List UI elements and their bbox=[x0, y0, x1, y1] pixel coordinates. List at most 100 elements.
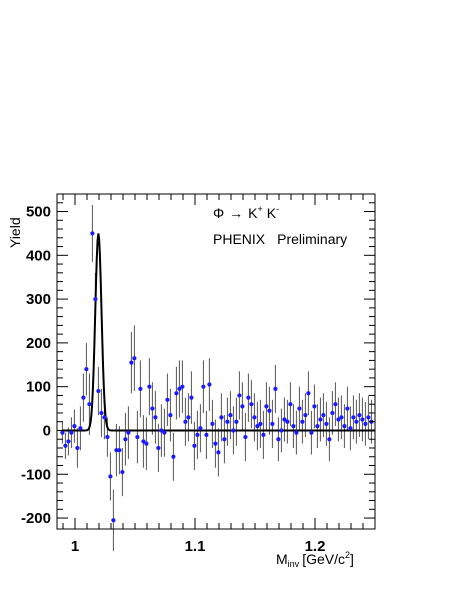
data-point bbox=[69, 430, 74, 435]
data-point bbox=[273, 386, 278, 391]
collaboration-label: PHENIX Preliminary bbox=[213, 231, 347, 247]
data-point bbox=[255, 423, 260, 429]
data-point bbox=[225, 419, 230, 424]
data-point bbox=[186, 415, 191, 420]
data-point bbox=[258, 421, 263, 427]
data-point bbox=[204, 432, 209, 437]
data-point bbox=[159, 428, 164, 433]
data-point bbox=[192, 443, 197, 448]
data-point bbox=[165, 397, 170, 402]
data-point bbox=[228, 413, 233, 418]
x-axis-title-sub: inv bbox=[288, 559, 300, 569]
data-point bbox=[252, 415, 257, 420]
x-tick-label: 1.2 bbox=[305, 538, 326, 555]
data-point bbox=[327, 437, 332, 442]
data-point bbox=[180, 384, 185, 389]
data-point bbox=[240, 404, 245, 409]
data-point bbox=[348, 426, 353, 431]
data-point bbox=[66, 439, 71, 444]
data-point bbox=[288, 402, 293, 407]
data-point bbox=[168, 413, 173, 418]
data-point bbox=[264, 404, 269, 409]
data-point bbox=[132, 356, 137, 361]
kaon-minus: K bbox=[267, 205, 277, 221]
phi-symbol: Φ bbox=[213, 205, 224, 221]
data-point bbox=[246, 395, 251, 400]
data-point bbox=[261, 432, 266, 437]
data-point bbox=[363, 421, 368, 427]
kaon-plus-sup: + bbox=[258, 204, 263, 214]
data-point bbox=[294, 430, 299, 435]
data-point bbox=[219, 415, 224, 420]
data-point bbox=[87, 402, 92, 407]
data-point bbox=[342, 423, 347, 429]
data-point bbox=[336, 417, 341, 422]
plot-frame bbox=[56, 193, 376, 530]
data-point bbox=[351, 415, 356, 420]
data-point bbox=[78, 426, 83, 431]
data-point bbox=[162, 430, 167, 435]
x-tick-label: 1.1 bbox=[185, 538, 206, 555]
axis-ticks bbox=[57, 193, 376, 529]
data-point bbox=[99, 410, 104, 416]
kaon-minus-sup: - bbox=[276, 204, 279, 214]
data-point bbox=[90, 231, 95, 236]
data-point bbox=[243, 434, 248, 440]
y-tick-label: 500 bbox=[26, 204, 51, 221]
data-point bbox=[105, 434, 110, 440]
data-point bbox=[114, 448, 119, 453]
arrow-symbol: → bbox=[229, 205, 243, 221]
data-point bbox=[174, 391, 179, 396]
data-point bbox=[291, 423, 296, 429]
data-point bbox=[156, 445, 161, 451]
data-point bbox=[231, 428, 236, 433]
preliminary-label: Preliminary bbox=[277, 231, 347, 247]
data-point bbox=[129, 360, 134, 365]
data-point bbox=[270, 421, 275, 427]
data-point bbox=[75, 445, 80, 451]
data-point bbox=[306, 391, 311, 396]
data-point bbox=[195, 432, 200, 437]
data-point bbox=[207, 382, 212, 387]
data-point bbox=[276, 437, 281, 442]
x-axis-title: Minv [GeV/c2] bbox=[276, 550, 354, 569]
x-axis-title-unit-sup: 2 bbox=[345, 550, 350, 560]
y-axis-title: Yield bbox=[7, 217, 23, 248]
data-point bbox=[300, 419, 305, 424]
fit-curve-group bbox=[62, 233, 375, 432]
x-axis-title-unit: [GeV/c bbox=[302, 551, 345, 567]
data-point bbox=[216, 450, 221, 455]
data-point bbox=[234, 419, 239, 424]
data-point bbox=[72, 423, 77, 429]
data-point bbox=[153, 415, 158, 420]
y-tick-label: 300 bbox=[26, 291, 51, 308]
data-point bbox=[63, 443, 68, 448]
data-point bbox=[324, 421, 329, 427]
data-point bbox=[318, 417, 323, 422]
data-point bbox=[237, 393, 242, 398]
data-point bbox=[138, 386, 143, 391]
data-point bbox=[183, 419, 188, 424]
data-point bbox=[126, 430, 131, 435]
data-point bbox=[366, 415, 371, 420]
fit-curve bbox=[62, 233, 375, 432]
data-point bbox=[198, 426, 203, 431]
data-point bbox=[135, 434, 140, 440]
error-bars bbox=[61, 204, 372, 551]
y-tick-label: 200 bbox=[26, 335, 51, 352]
data-point bbox=[297, 406, 302, 411]
x-tick-label: 1 bbox=[71, 538, 79, 555]
kaon-plus: K bbox=[248, 205, 258, 221]
data-point bbox=[309, 430, 314, 435]
y-tick-label: 100 bbox=[26, 379, 51, 396]
data-point bbox=[144, 441, 149, 446]
data-point bbox=[108, 474, 113, 479]
data-point bbox=[150, 406, 155, 411]
data-point bbox=[330, 410, 335, 416]
data-point bbox=[321, 413, 326, 418]
data-point bbox=[282, 417, 287, 422]
y-tick-label: 400 bbox=[26, 247, 51, 264]
tick-labels: -200 -100 0 100 200 300 400 500 1 1.1 1.2 bbox=[21, 204, 325, 555]
data-point bbox=[123, 437, 128, 442]
data-point bbox=[213, 441, 218, 446]
